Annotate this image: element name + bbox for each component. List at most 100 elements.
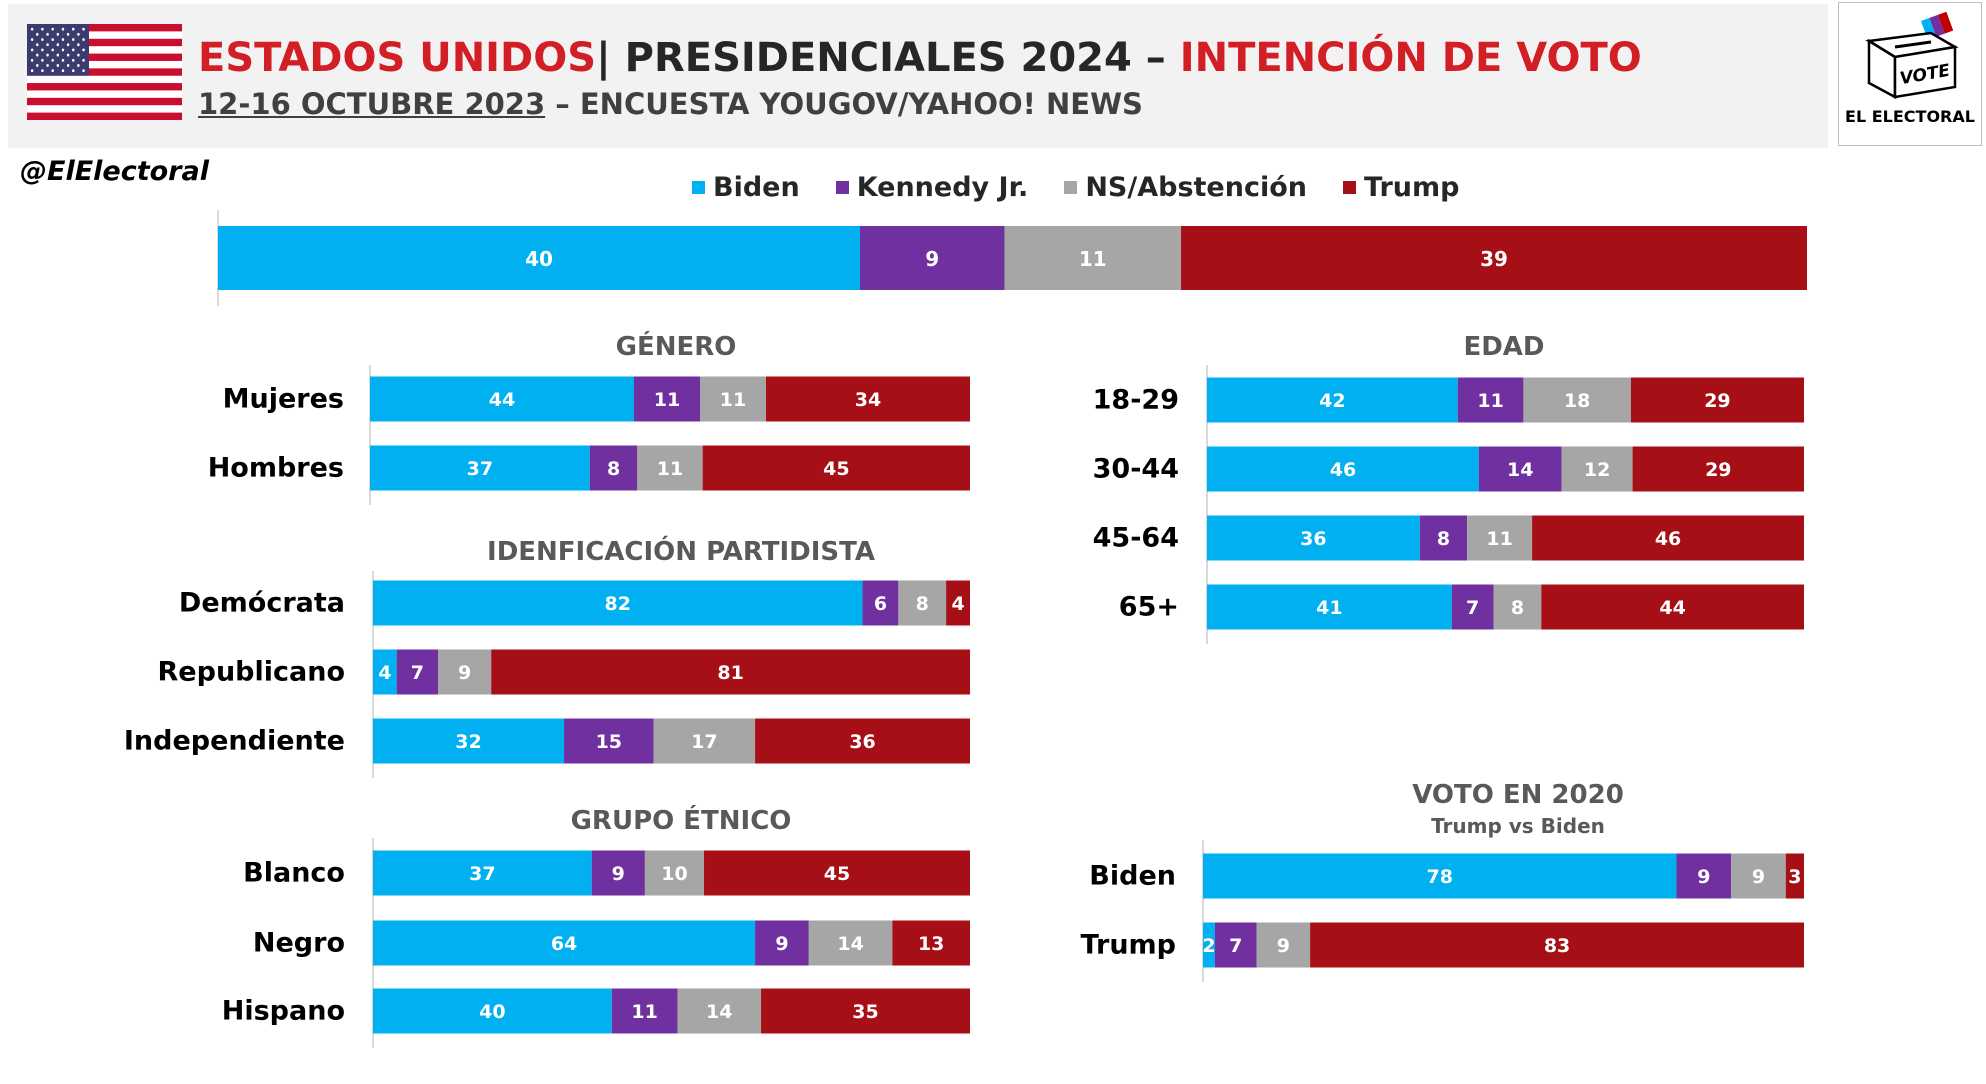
twitter-handle: @ElElectoral — [20, 156, 209, 187]
bar-genero-0-segment-kennedy — [634, 376, 700, 422]
bar-edad-3-segment-kennedy — [1451, 584, 1494, 630]
bar-partido-0-value-ns: 8 — [916, 593, 929, 615]
bar-etnico-0-value-trump: 45 — [824, 863, 850, 885]
bar-voto2020-1-segment-biden — [1203, 922, 1215, 968]
bar-etnico-2-segment-biden — [373, 988, 612, 1034]
bar-edad-1-segment-kennedy — [1478, 446, 1562, 492]
bar-edad-2-segment-trump — [1532, 515, 1804, 561]
row-label-etnico-1: Negro — [253, 928, 345, 959]
bar-edad-0-segment-trump — [1630, 377, 1804, 423]
bar-voto2020-1-value-ns: 9 — [1277, 935, 1290, 957]
page-title: ESTADOS UNIDOS| PRESIDENCIALES 2024 – IN… — [198, 30, 1642, 86]
bar-partido-2-segment-trump — [755, 718, 970, 764]
bar-etnico-1-value-biden: 64 — [551, 933, 577, 955]
panel-title-voto2020: VOTO EN 2020 — [1412, 780, 1624, 810]
bar-edad-2-value-ns: 11 — [1486, 528, 1512, 550]
bar-partido-1-segment-kennedy — [396, 649, 439, 695]
bar-etnico-1-value-kennedy: 9 — [775, 933, 788, 955]
bar-genero-1-segment-trump — [702, 445, 970, 491]
bar-voto2020-1-segment-kennedy — [1214, 922, 1257, 968]
bar-edad-3-segment-ns — [1493, 584, 1542, 630]
bar-genero-0-value-trump: 34 — [855, 389, 881, 411]
bar-edad-3-value-ns: 8 — [1511, 597, 1524, 619]
bar-genero-0-value-ns: 11 — [720, 389, 746, 411]
title-event: PRESIDENCIALES 2024 — [624, 35, 1132, 81]
bar-genero-1-segment-biden — [370, 445, 590, 491]
row-label-etnico-2: Hispano — [222, 996, 345, 1027]
overall-bar-segment-kennedy — [860, 226, 1005, 290]
bar-partido-2-segment-kennedy — [564, 718, 654, 764]
bar-etnico-0-value-ns: 10 — [661, 863, 687, 885]
bar-partido-0-value-trump: 4 — [951, 593, 964, 615]
bar-etnico-1-segment-ns — [808, 920, 893, 966]
overall-bar-segment-ns — [1004, 226, 1182, 290]
bar-partido-1-segment-ns — [438, 649, 492, 695]
bar-partido-0-segment-trump — [946, 580, 970, 626]
bar-voto2020-1-value-kennedy: 7 — [1229, 935, 1242, 957]
bar-edad-1-value-biden: 46 — [1330, 459, 1356, 481]
title-dash: – — [1131, 35, 1180, 81]
bar-edad-0-value-biden: 42 — [1319, 390, 1345, 412]
bar-partido-2-value-ns: 17 — [691, 731, 717, 753]
bar-voto2020-1-value-biden: 2 — [1202, 935, 1215, 957]
legend-label-trump: Trump — [1364, 172, 1460, 203]
legend-swatch-trump — [1343, 181, 1356, 194]
row-label-genero-0: Mujeres — [223, 384, 344, 415]
bar-etnico-2-segment-ns — [677, 988, 762, 1034]
legend-swatch-kennedy — [835, 181, 849, 194]
bar-edad-2-value-trump: 46 — [1655, 528, 1681, 550]
legend-item-ns: NS/Abstención — [1064, 172, 1307, 203]
bar-partido-0-segment-biden — [373, 580, 863, 626]
bar-edad-3-segment-biden — [1207, 584, 1452, 630]
el-electoral-logo: VOTE EL ELECTORAL — [1838, 2, 1982, 146]
panel-title-partido: IDENFICACIÓN PARTIDISTA — [487, 535, 875, 567]
subtitle-source: – ENCUESTA YOUGOV/YAHOO! NEWS — [545, 87, 1143, 121]
bar-edad-0-value-kennedy: 11 — [1477, 390, 1503, 412]
bar-etnico-0-segment-ns — [644, 850, 705, 896]
bar-edad-1-segment-biden — [1207, 446, 1479, 492]
bar-partido-1-value-biden: 4 — [378, 662, 391, 684]
bar-etnico-1-segment-biden — [373, 920, 756, 966]
bar-edad-3-value-kennedy: 7 — [1466, 597, 1479, 619]
row-label-genero-1: Hombres — [208, 453, 344, 484]
panel-title-genero: GÉNERO — [616, 330, 737, 362]
bar-partido-0-value-biden: 82 — [605, 593, 631, 615]
bar-etnico-0-value-biden: 37 — [469, 863, 495, 885]
bar-voto2020-0-value-kennedy: 9 — [1697, 866, 1710, 888]
bar-genero-0-value-biden: 44 — [489, 389, 515, 411]
overall-bar-value-trump: 39 — [1480, 247, 1508, 271]
bar-voto2020-0-segment-trump — [1785, 853, 1804, 899]
bar-partido-1-value-kennedy: 7 — [411, 662, 424, 684]
bar-etnico-0-segment-kennedy — [591, 850, 645, 896]
bar-edad-2-segment-ns — [1467, 515, 1533, 561]
subtitle-date: 12-16 OCTUBRE 2023 — [198, 87, 546, 121]
bar-etnico-1-value-ns: 14 — [837, 933, 863, 955]
bar-etnico-1-value-trump: 13 — [918, 933, 944, 955]
bar-genero-0-segment-ns — [700, 376, 766, 422]
ballot-box-icon: VOTE — [1865, 11, 1959, 100]
bar-voto2020-0-value-biden: 78 — [1427, 866, 1453, 888]
bar-etnico-0-segment-biden — [373, 850, 592, 896]
bar-edad-1-value-kennedy: 14 — [1507, 459, 1533, 481]
legend-swatch-ns — [1064, 181, 1078, 194]
overall-bar-value-kennedy: 9 — [925, 247, 939, 271]
bar-partido-2-value-biden: 32 — [455, 731, 481, 753]
bar-etnico-2-value-trump: 35 — [852, 1001, 878, 1023]
overall-bar-segment-biden — [218, 226, 861, 290]
bar-edad-2-segment-biden — [1207, 515, 1420, 561]
row-label-edad-2: 45-64 — [1093, 523, 1179, 554]
bar-edad-0-segment-biden — [1207, 377, 1458, 423]
bar-edad-3-value-trump: 44 — [1659, 597, 1685, 619]
bar-etnico-2-value-ns: 14 — [706, 1001, 732, 1023]
bar-voto2020-1-value-trump: 83 — [1544, 935, 1570, 957]
row-label-partido-1: Republicano — [158, 657, 345, 688]
bar-partido-0-segment-ns — [898, 580, 947, 626]
bar-voto2020-0-segment-ns — [1731, 853, 1786, 899]
bar-etnico-1-segment-kennedy — [755, 920, 809, 966]
row-label-partido-2: Independiente — [124, 726, 345, 757]
bar-partido-2-value-kennedy: 15 — [596, 731, 622, 753]
bar-edad-2-segment-kennedy — [1419, 515, 1468, 561]
legend-item-biden: Biden — [692, 172, 800, 203]
legend-label-ns: NS/Abstención — [1085, 172, 1307, 203]
bar-partido-0-segment-kennedy — [862, 580, 899, 626]
